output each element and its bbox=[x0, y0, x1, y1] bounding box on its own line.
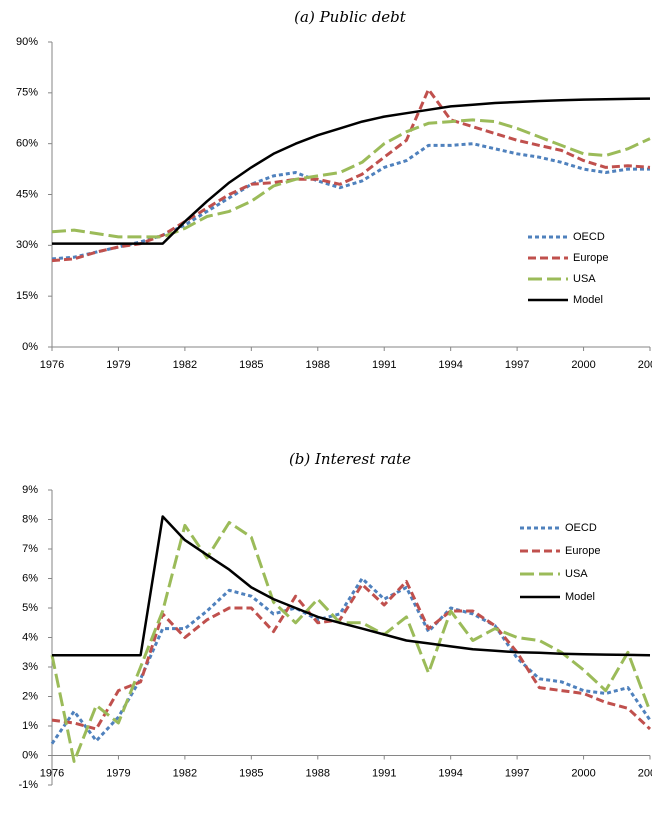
series-line bbox=[52, 97, 651, 245]
series-line bbox=[51, 580, 652, 731]
x-tick-label: 1976 bbox=[40, 359, 64, 371]
y-tick-label: 6% bbox=[22, 572, 38, 584]
legend-label: USA bbox=[573, 273, 596, 285]
x-tick-label: 1991 bbox=[372, 767, 396, 779]
y-tick-label: 3% bbox=[22, 661, 38, 673]
y-tick-label: 9% bbox=[22, 484, 38, 496]
legend-label: Model bbox=[565, 591, 595, 603]
x-tick-label: 1991 bbox=[372, 359, 396, 371]
legend-label: Europe bbox=[573, 252, 608, 264]
series-line bbox=[52, 515, 651, 657]
y-tick-label: 5% bbox=[22, 602, 38, 614]
y-tick-label: 15% bbox=[16, 290, 38, 302]
series-line bbox=[51, 87, 651, 263]
x-tick-label: 1982 bbox=[173, 359, 197, 371]
legend-label: Model bbox=[573, 294, 603, 306]
y-tick-label: 45% bbox=[16, 188, 38, 200]
x-tick-label: 1988 bbox=[306, 767, 330, 779]
x-tick-label: 1979 bbox=[106, 767, 130, 779]
chart-title: (a) Public debt bbox=[294, 8, 407, 26]
x-tick-label: 1985 bbox=[239, 767, 263, 779]
legend-label: OECD bbox=[565, 522, 597, 534]
y-tick-label: 2% bbox=[22, 690, 38, 702]
x-tick-label: 2000 bbox=[571, 359, 595, 371]
y-tick-label: 4% bbox=[22, 631, 38, 643]
x-tick-label: 1994 bbox=[438, 767, 462, 779]
series-line bbox=[51, 118, 651, 239]
x-tick-label: 1982 bbox=[173, 767, 197, 779]
x-tick-label: 1988 bbox=[306, 359, 330, 371]
x-tick-label: 1997 bbox=[505, 767, 529, 779]
y-tick-label: 30% bbox=[16, 239, 38, 251]
y-tick-label: 0% bbox=[22, 341, 38, 353]
legend-label: OECD bbox=[573, 231, 605, 243]
x-tick-label: 2003 bbox=[638, 767, 652, 779]
legend-label: USA bbox=[565, 568, 588, 580]
x-tick-label: 1979 bbox=[106, 359, 130, 371]
x-tick-label: 2000 bbox=[571, 767, 595, 779]
y-tick-label: 0% bbox=[22, 749, 38, 761]
series-line bbox=[51, 142, 650, 261]
y-tick-label: 75% bbox=[16, 87, 38, 99]
x-tick-label: 1997 bbox=[505, 359, 529, 371]
legend-label: Europe bbox=[565, 545, 600, 557]
x-tick-label: 1976 bbox=[40, 767, 64, 779]
x-tick-label: 1985 bbox=[239, 359, 263, 371]
series-line bbox=[50, 577, 652, 745]
y-tick-label: 7% bbox=[22, 543, 38, 555]
y-tick-label: 8% bbox=[22, 513, 38, 525]
y-tick-label: 90% bbox=[16, 36, 38, 48]
x-tick-label: 1994 bbox=[438, 359, 462, 371]
y-tick-label: -1% bbox=[18, 779, 38, 791]
series-line bbox=[50, 521, 652, 763]
chart-title: (b) Interest rate bbox=[289, 450, 411, 468]
y-tick-label: 1% bbox=[22, 720, 38, 732]
y-tick-label: 60% bbox=[16, 138, 38, 150]
x-tick-label: 2003 bbox=[638, 359, 652, 371]
